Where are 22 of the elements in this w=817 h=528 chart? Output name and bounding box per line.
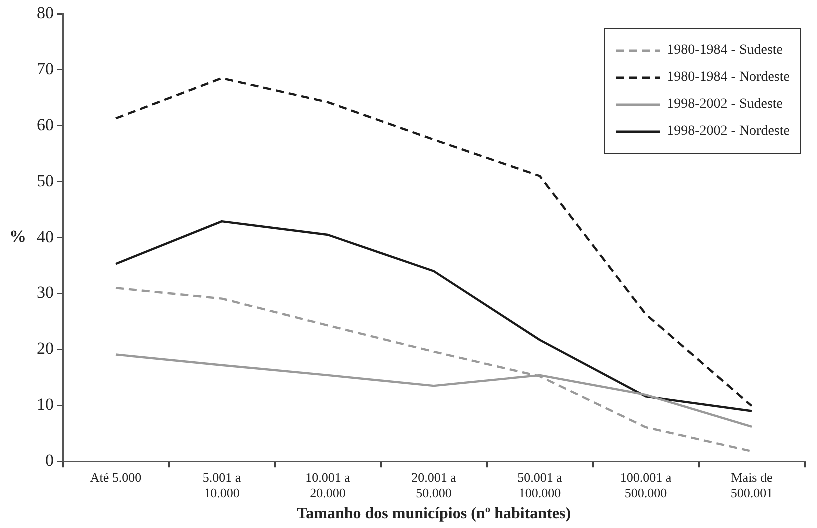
y-tick-label: 60 (37, 115, 54, 134)
x-tick-label: 20.001 a 50.000 (412, 470, 457, 500)
y-tick-label: 40 (37, 227, 54, 246)
x-axis-title: Tamanho dos municípios (nº habitantes) (296, 506, 572, 523)
y-tick-label: 20 (37, 339, 54, 358)
x-tick-label: Até 5.000 (90, 470, 142, 485)
legend-label: 1980-1984 - Nordeste (667, 70, 790, 86)
x-tick-label: 100.001 a 500.000 (620, 470, 672, 500)
legend-label: 1998-2002 - Nordeste (667, 124, 790, 140)
legend-label: 1998-2002 - Sudeste (667, 96, 784, 112)
y-tick-label: 0 (46, 451, 54, 470)
x-tick-label: 50.001 a 100.000 (518, 470, 563, 500)
legend-label: 1980-1984 - Sudeste (667, 42, 784, 58)
y-tick-label: 10 (37, 395, 54, 414)
x-tick-label: 5.001 a 10.000 (202, 470, 242, 500)
x-tick-label: 10.001 a 20.000 (306, 470, 351, 500)
y-tick-label: 70 (37, 59, 54, 78)
y-tick-label: 30 (37, 283, 54, 302)
x-tick-label: Mais de 500.001 (730, 470, 774, 500)
y-axis-title: % (10, 227, 26, 246)
y-tick-label: 50 (37, 171, 54, 190)
y-tick-label: 80 (37, 3, 54, 22)
